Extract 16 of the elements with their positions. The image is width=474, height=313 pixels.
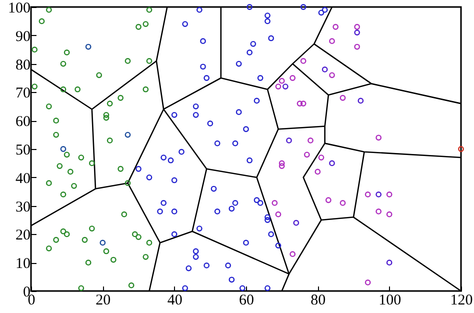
- y-tick-label: 60: [16, 114, 30, 130]
- x-tick-label: 60: [239, 292, 254, 308]
- y-tick-label: 30: [16, 199, 30, 216]
- y-tick-label: 80: [16, 57, 30, 74]
- y-tick-label: 20: [16, 228, 30, 244]
- y-tick-label: 10: [16, 256, 30, 272]
- y-tick-label: 90: [16, 28, 30, 45]
- y-tick-label: 100: [8, 0, 30, 16]
- x-tick-label: 40: [167, 292, 182, 308]
- y-tick-label: 50: [16, 142, 30, 158]
- x-tick-label: 120: [450, 292, 473, 308]
- y-tick-label: 40: [16, 170, 30, 187]
- x-tick-label: 100: [378, 292, 402, 308]
- x-tick-label: 20: [96, 292, 111, 308]
- y-tick-label: 70: [16, 86, 30, 102]
- x-tick-label: 80: [310, 292, 326, 308]
